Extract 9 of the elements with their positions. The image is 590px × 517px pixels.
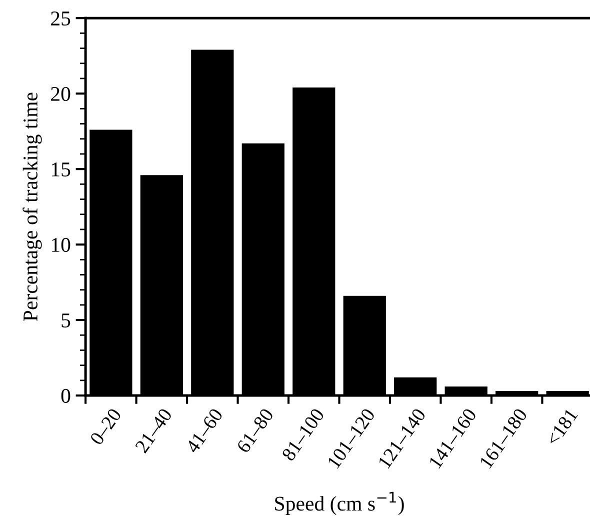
y-tick-label: 0 xyxy=(61,388,70,403)
y-tick-label: 25 xyxy=(51,12,70,26)
y-tick-label: 10 xyxy=(52,238,70,252)
x-axis-title: Speed (cm s$^{−1}$) xyxy=(275,492,404,515)
y-axis-title: Percentage of tracking time xyxy=(22,92,42,322)
y-tick-label: 15 xyxy=(52,162,70,176)
y-tick-label: 5 xyxy=(62,314,70,328)
y-tick-label: 20 xyxy=(51,86,70,102)
x-tick-label: <181 xyxy=(546,408,578,447)
